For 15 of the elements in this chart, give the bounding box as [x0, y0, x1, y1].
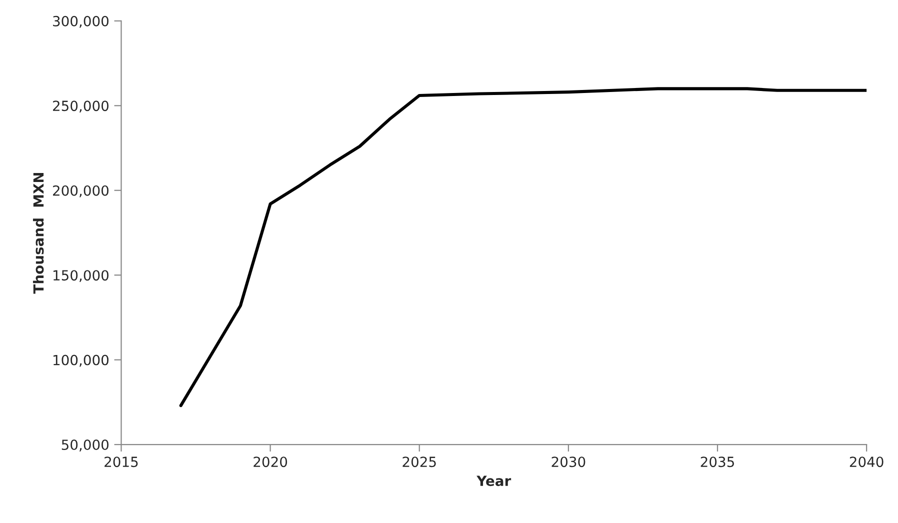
- y-axis-title: Thousand MXN: [32, 172, 44, 294]
- line-series: [179, 87, 867, 408]
- y-tick-label: 100,000: [54, 354, 108, 367]
- y-tick-label: 50,000: [62, 440, 108, 452]
- y-tick-label: 150,000: [54, 270, 108, 282]
- x-axis-title: Year: [476, 476, 512, 486]
- x-tick-label: 2015: [104, 456, 138, 468]
- y-tick-label: 200,000: [53, 185, 108, 198]
- x-tick-label: 2030: [552, 456, 586, 468]
- x-tick-label: 2025: [402, 456, 436, 468]
- x-tick-label: 2020: [254, 456, 288, 468]
- y-tick-label: 300,000: [53, 16, 108, 28]
- y-tick-label: 250,000: [53, 100, 108, 113]
- x-tick-label: 2040: [850, 456, 884, 468]
- x-tick-label: 2035: [700, 456, 734, 468]
